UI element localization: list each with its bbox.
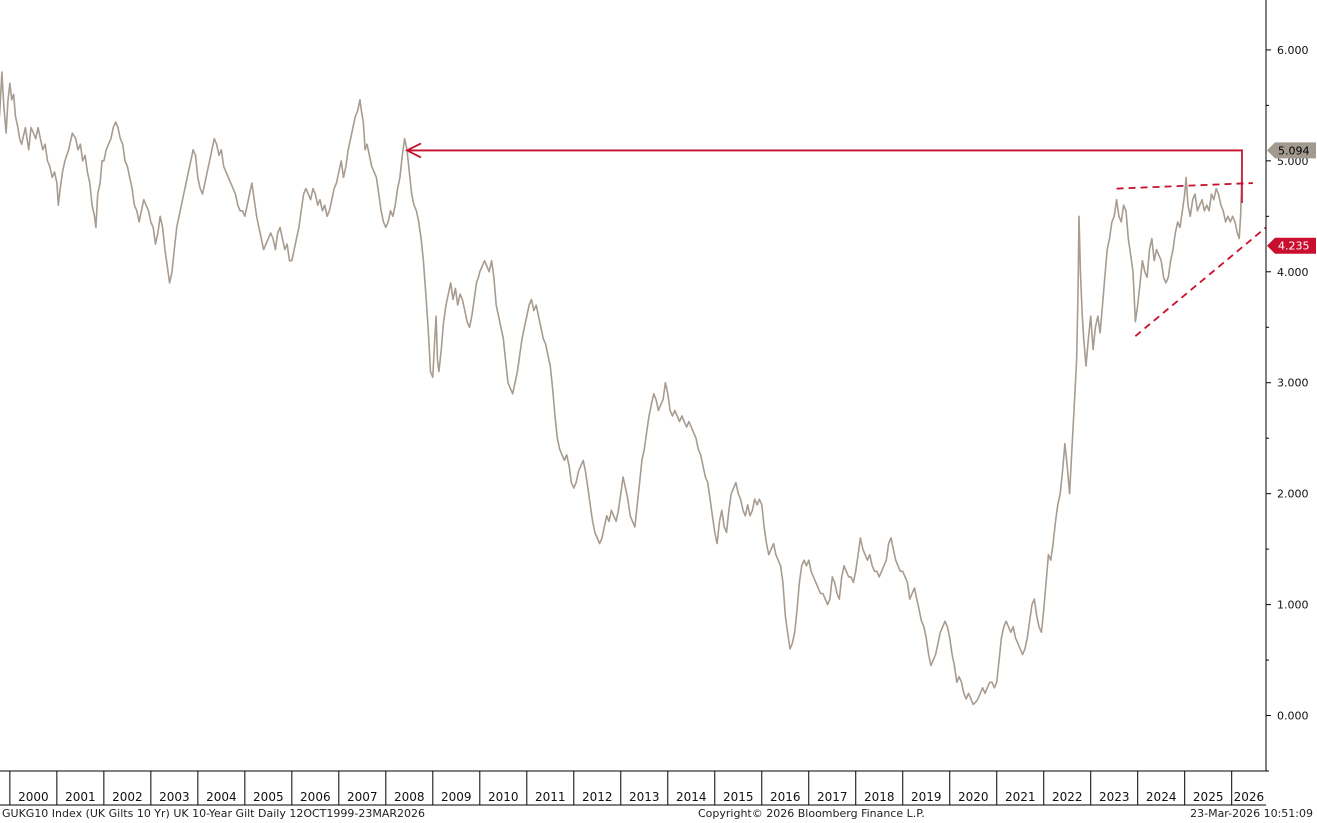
y-tick-label: 3.000 <box>1277 377 1309 390</box>
x-tick-label: 2023 <box>1099 790 1130 804</box>
x-tick-label: 2007 <box>347 790 378 804</box>
x-tick-label: 2018 <box>864 790 895 804</box>
last-value-flag <box>1267 142 1316 159</box>
x-tick-label: 2008 <box>394 790 425 804</box>
y-tick-label: 0.000 <box>1277 710 1309 723</box>
x-tick-label: 2014 <box>676 790 707 804</box>
last-value-flag-label: 5.094 <box>1278 144 1310 157</box>
plot-area <box>0 71 1243 706</box>
x-tick-label: 2009 <box>441 790 472 804</box>
x-tick-label: 2026 <box>1234 790 1265 804</box>
y-tick-label: 4.000 <box>1277 266 1309 279</box>
x-tick-label: 2002 <box>112 790 143 804</box>
x-tick-label: 2000 <box>18 790 49 804</box>
series-line-0 <box>0 71 1243 706</box>
y-tick-label: 6.000 <box>1277 44 1309 57</box>
y-tick-label: 1.000 <box>1277 599 1309 612</box>
footer-source: GUKG10 Index (UK Gilts 10 Yr) UK 10-Year… <box>2 807 425 820</box>
x-tick-label: 2010 <box>488 790 519 804</box>
x-tick-label: 2004 <box>206 790 237 804</box>
x-tick-label: 2022 <box>1052 790 1083 804</box>
x-tick-label: 2017 <box>817 790 848 804</box>
footer-timestamp: 23-Mar-2026 10:51:09 <box>1190 807 1313 820</box>
x-tick-label: 2001 <box>65 790 96 804</box>
x-tick-label: 2011 <box>535 790 566 804</box>
footer-copyright: Copyright© 2026 Bloomberg Finance L.P. <box>698 807 925 820</box>
x-tick-label: 2019 <box>911 790 942 804</box>
annotations <box>404 142 1267 337</box>
x-tick-label: 2015 <box>723 790 754 804</box>
trendline-value-flag-label: 4.235 <box>1278 240 1310 253</box>
dashed-trendline-0 <box>1116 182 1253 190</box>
x-tick-label: 2003 <box>159 790 190 804</box>
dashed-trendline-1 <box>1134 226 1267 337</box>
x-tick-label: 2024 <box>1146 790 1177 804</box>
arrow-head <box>404 142 422 159</box>
x-tick-label: 2020 <box>958 790 989 804</box>
x-tick-label: 2005 <box>253 790 284 804</box>
trendline-value-flag <box>1267 237 1316 254</box>
x-tick-label: 2013 <box>629 790 660 804</box>
x-tick-label: 2025 <box>1193 790 1224 804</box>
x-tick-label: 2006 <box>300 790 331 804</box>
x-tick-label: 2016 <box>770 790 801 804</box>
x-tick-label: 2021 <box>1005 790 1036 804</box>
x-tick-label: 2012 <box>582 790 613 804</box>
y-tick-label: 2.000 <box>1277 488 1309 501</box>
